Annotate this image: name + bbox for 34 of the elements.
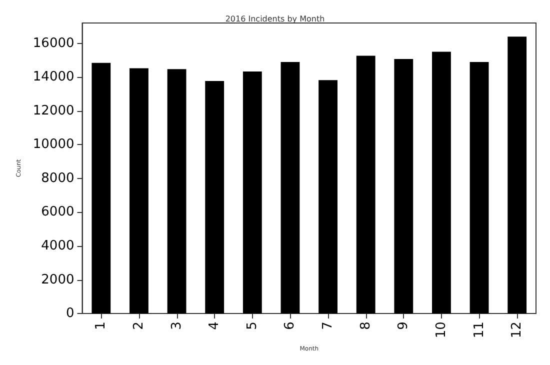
bar	[318, 80, 338, 314]
x-tick-label: 2	[131, 322, 146, 330]
x-tick-label: 3	[169, 322, 184, 330]
chart-title: 2016 Incidents by Month	[225, 14, 325, 24]
bar	[205, 80, 224, 314]
x-tick-label: 5	[244, 322, 260, 330]
bar	[394, 58, 414, 314]
x-tick-label: 11	[472, 322, 487, 338]
x-tick-label: 4	[207, 322, 222, 330]
y-tick-label: 0	[66, 306, 74, 322]
y-tick-label: 6000	[41, 204, 74, 220]
x-tick-label: 7	[320, 322, 336, 330]
bar	[356, 56, 376, 314]
y-tick-label: 16000	[32, 36, 74, 51]
x-tick-label: 12	[510, 322, 525, 338]
x-tick-label: 8	[358, 322, 374, 330]
y-tick-label: 12000	[32, 103, 74, 118]
x-tick-label: 9	[396, 322, 412, 330]
y-tick-label: 14000	[32, 70, 74, 85]
bar	[92, 62, 111, 314]
y-tick-label: 2000	[41, 272, 74, 288]
y-tick-label: 8000	[41, 170, 74, 186]
bar	[130, 68, 148, 314]
bar	[242, 71, 262, 314]
x-tick-label: 6	[282, 322, 298, 330]
y-tick-label: 10000	[32, 137, 74, 152]
bar	[432, 52, 451, 314]
x-tick-label: 1	[94, 322, 109, 330]
bar	[470, 62, 489, 314]
y-tick-label: 4000	[41, 238, 74, 254]
x-tick-label: 10	[434, 322, 449, 338]
bar	[167, 69, 186, 314]
bar	[280, 62, 300, 314]
bar	[508, 36, 527, 314]
